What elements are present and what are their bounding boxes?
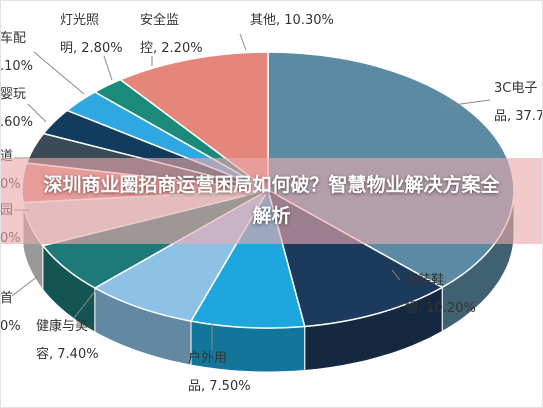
slice-5-label-line: 0% <box>0 319 21 334</box>
page-title: 深圳商业圈招商运营困局如何破？智慧物业解决方案全解析 <box>43 174 500 227</box>
slice-10-leader-line <box>103 55 113 81</box>
slice-8-label-line: 婴玩 <box>0 87 26 102</box>
slice-10-label-line: 灯光照 <box>60 13 99 28</box>
slice-8-label: 婴玩 .60% <box>0 87 33 130</box>
slice-2-label-line: 帽, 10.20% <box>405 300 476 316</box>
slice-12-leader-line <box>239 33 247 51</box>
slice-4-label-line: 容, 7.40% <box>36 346 99 362</box>
slice-2-leader-line <box>391 269 401 281</box>
slice-2-label-line: 服装鞋 <box>405 272 444 288</box>
slice-12-label-line: 其他, 10.30% <box>250 13 334 28</box>
slice-4-label-line: 健康与美 <box>36 318 88 334</box>
slice-9-leader-line <box>33 51 85 95</box>
slice-3-label: 户外用品, 7.50% <box>188 350 251 394</box>
slice-12-top <box>118 51 269 192</box>
slice-9-label-line: .10% <box>0 59 33 74</box>
slice-10-label-line: 明, 2.80% <box>60 41 123 56</box>
slice-11-label-line: 安全监 <box>140 12 179 28</box>
slice-3-label-line: 品, 7.50% <box>188 379 251 394</box>
slice-5-label: 首 0% <box>0 291 21 334</box>
slice-8-leader-line <box>27 103 47 123</box>
slice-1-leader-line <box>445 99 491 107</box>
slice-2-label: 服装鞋帽, 10.20% <box>405 272 476 316</box>
slice-4-leader-line <box>73 289 97 319</box>
slice-10-label: 灯光照明, 2.80% <box>60 13 123 56</box>
slice-3-label-line: 户外用 <box>188 350 227 366</box>
slice-5-leader-line <box>11 275 39 297</box>
slice-8-label-line: .60% <box>0 115 33 130</box>
slice-1-label-line: 3C电子 <box>494 81 537 96</box>
slice-1-label: 3C电子品, 37.7 <box>494 81 543 124</box>
slice-12-label: 其他, 10.30% <box>250 13 334 28</box>
slice-5-label-line: 首 <box>0 291 13 306</box>
slice-9-label: 车配 .10% <box>0 30 33 74</box>
slice-9-label-line: 车配 <box>0 30 26 46</box>
slice-1-label-line: 品, 37.7 <box>494 109 543 124</box>
slice-11-label: 安全监控, 2.20% <box>140 12 203 56</box>
title-banner: 深圳商业圈招商运营困局如何破？智慧物业解决方案全解析 <box>0 158 543 244</box>
slice-4-label: 健康与美容, 7.40% <box>36 318 99 362</box>
slice-11-label-line: 控, 2.20% <box>140 41 203 56</box>
